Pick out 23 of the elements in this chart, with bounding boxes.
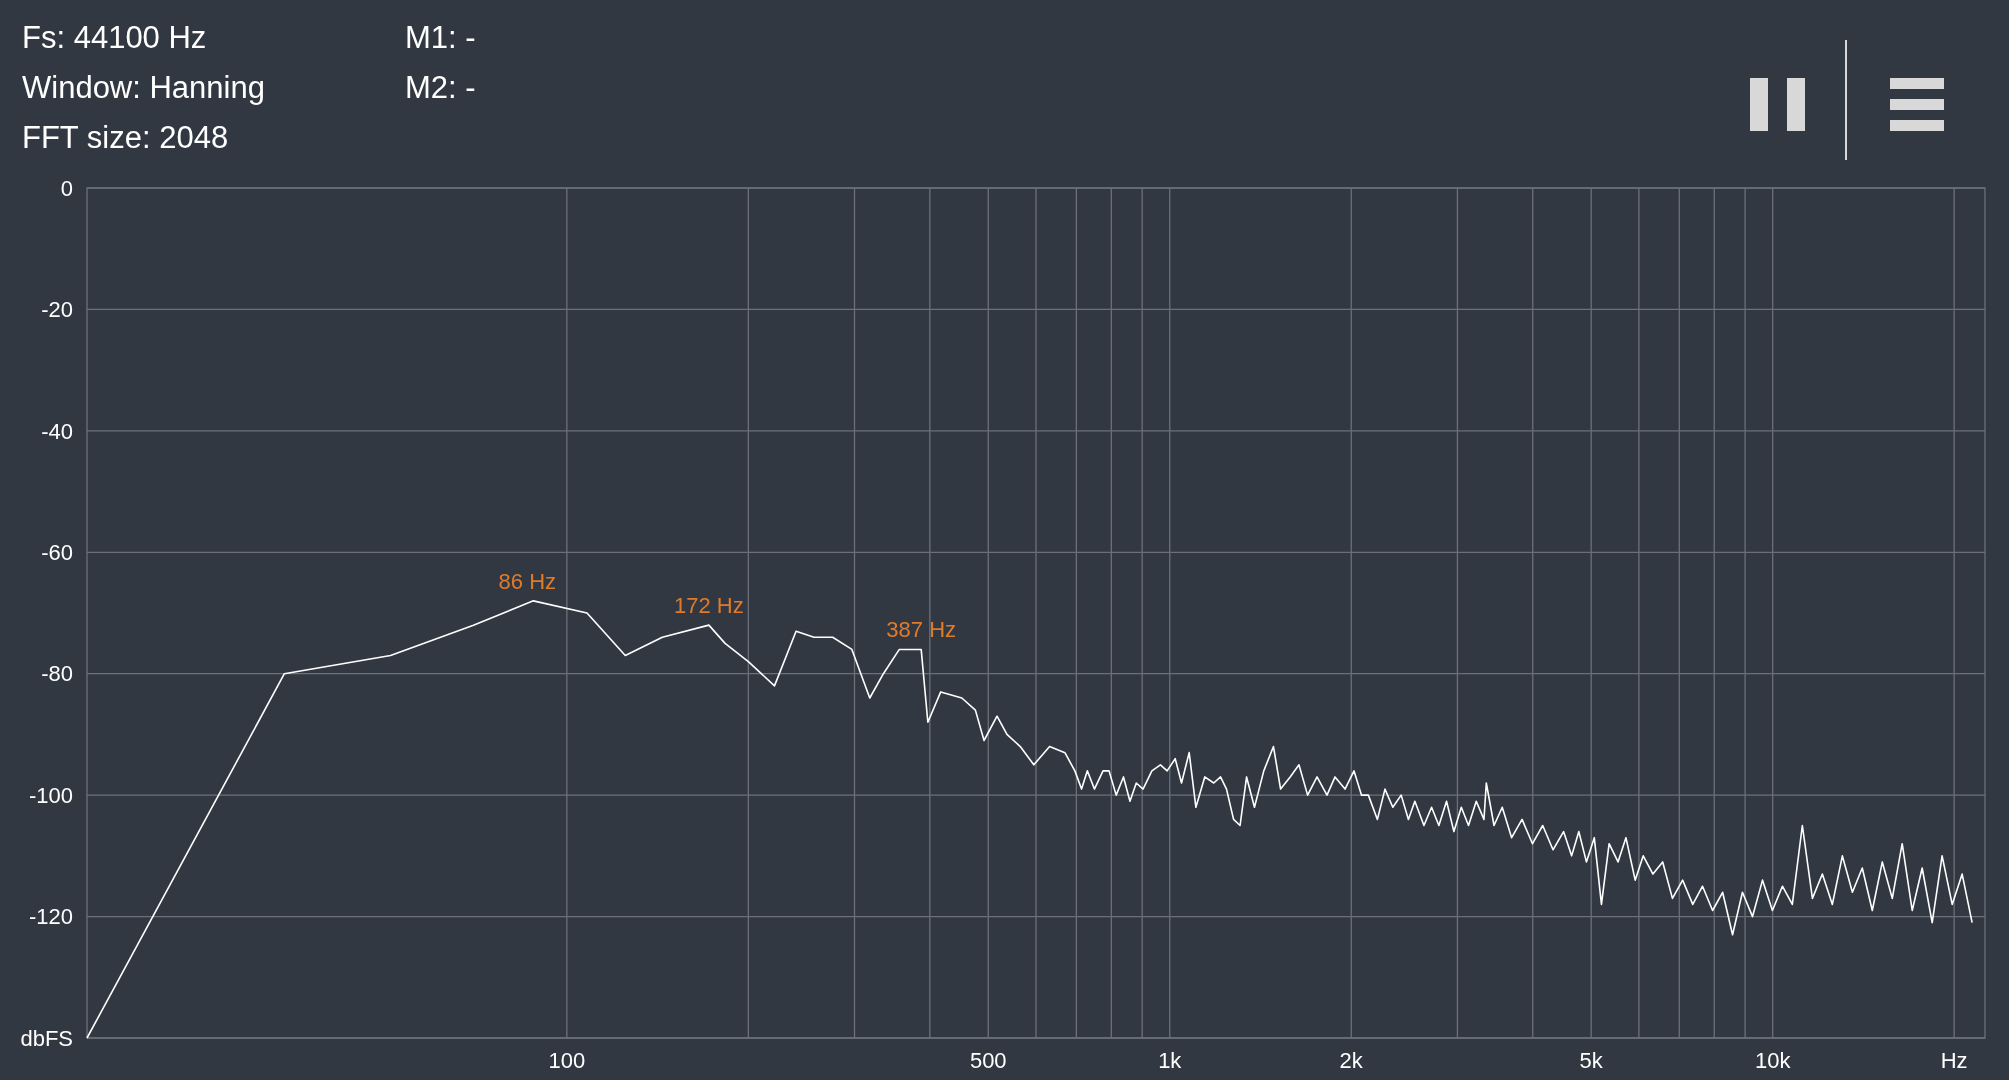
x-tick-label: 5k: [1579, 1048, 1604, 1073]
text: FFT size: 2048: [22, 120, 229, 155]
y-tick-label: -80: [41, 661, 73, 687]
x-tick-label: 100: [548, 1048, 586, 1073]
annotation: 387 Hz: [886, 617, 957, 643]
text: M1: -: [405, 20, 476, 55]
text: M2: -: [405, 70, 476, 105]
annotation: 86 Hz: [498, 568, 557, 594]
x-tick-label: Hz: [1940, 1048, 1968, 1073]
x-tick-label: 10k: [1754, 1048, 1792, 1073]
x-tick-label: 500: [969, 1048, 1007, 1073]
y-tick-label: -40: [41, 418, 73, 444]
x-tick-label: 2k: [1339, 1048, 1364, 1073]
y-tick-label: -100: [28, 782, 73, 808]
y-tick-label: -20: [41, 297, 73, 323]
x-tick-label: 1k: [1158, 1048, 1183, 1073]
text: Window: Hanning: [22, 70, 265, 105]
y-tick-label: 0: [60, 175, 73, 201]
y-tick-label: -120: [28, 904, 73, 930]
y-tick-label: -60: [41, 539, 73, 565]
annotation: 172 Hz: [673, 593, 744, 619]
y-tick-label: dbFS: [20, 1025, 73, 1051]
text: Fs: 44100 Hz: [22, 20, 207, 55]
